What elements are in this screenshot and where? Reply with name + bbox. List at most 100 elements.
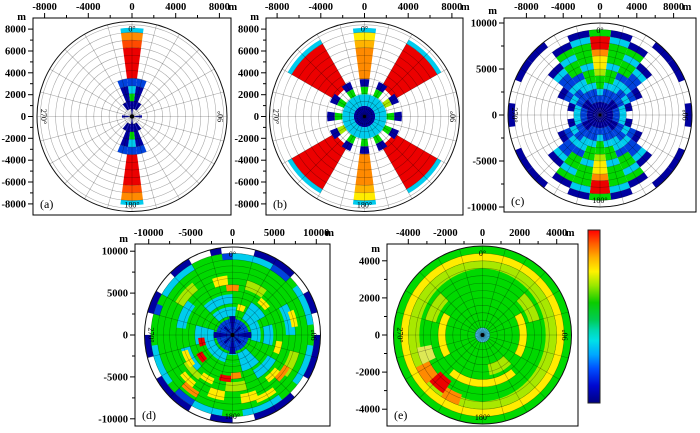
panel-a-axes: -8000 -4000 0 4000 8000m-8000-6000-4000-2000… xyxy=(2,2,238,210)
panel-b-letter: (b) xyxy=(273,197,287,211)
y-tick-label: -4000 xyxy=(356,405,381,416)
panel-e-rim xyxy=(393,245,572,425)
panel-c-axes: -8000 -4000 0 4000 8000m-10000-5000050001000… xyxy=(467,2,691,214)
angle-label-90: 90° xyxy=(310,329,319,340)
y-tick-label: 0 xyxy=(21,112,26,123)
y-tick-label: 0 xyxy=(492,111,497,122)
panel-e-letter: (e) xyxy=(394,408,407,422)
panel-b-axes: -8000 -4000 0 4000 8000m-8000-6000-4000-2000… xyxy=(235,2,470,210)
angle-label-90: 90° xyxy=(216,111,225,122)
panel-b-grid xyxy=(269,21,460,212)
y-tick-label: -6000 xyxy=(2,178,27,189)
angle-label-90: 90° xyxy=(449,111,458,122)
x-tick-label: -4000 xyxy=(76,2,101,13)
y-tick-label: 4000 xyxy=(238,68,259,79)
y-axis-unit: m xyxy=(371,244,380,255)
panel-a: -8000 -4000 0 4000 8000m-8000-6000-4000-2000… xyxy=(2,2,238,216)
x-tick-label: 5000 xyxy=(264,228,285,239)
angle-label-270: 270° xyxy=(272,109,281,124)
center-dot xyxy=(230,333,235,337)
y-tick-label: 4000 xyxy=(5,68,26,79)
x-tick-label: 0 xyxy=(597,2,602,13)
y-tick-label: 2000 xyxy=(5,90,26,101)
x-tick-label: 8000 xyxy=(441,2,462,13)
angle-label-90: 90° xyxy=(561,329,570,340)
x-tick-label: 0 xyxy=(230,228,235,239)
angle-label-180: 180° xyxy=(124,201,139,210)
angle-label-270: 270° xyxy=(396,327,405,342)
y-axis-unit: m xyxy=(488,6,497,17)
angle-label-0: 0° xyxy=(479,249,486,258)
panel-d-letter: (d) xyxy=(142,408,156,422)
x-tick-label: 0 xyxy=(362,2,367,13)
x-tick-label: -2000 xyxy=(433,228,458,239)
center-dot xyxy=(598,113,602,117)
y-tick-label: 6000 xyxy=(238,47,259,58)
x-tick-label: 4000 xyxy=(165,2,186,13)
y-tick-label: 5000 xyxy=(107,289,128,300)
panel-d-cells xyxy=(144,247,321,423)
y-tick-label: -4000 xyxy=(235,156,260,167)
angle-label-0: 0° xyxy=(128,25,135,34)
x-axis-unit: m xyxy=(683,2,692,13)
x-tick-label: -10000 xyxy=(134,228,164,239)
x-axis-unit: m xyxy=(461,2,470,13)
angle-label-270: 270° xyxy=(510,107,519,122)
center-dot xyxy=(480,333,485,337)
x-tick-label: 4000 xyxy=(626,2,647,13)
angle-label-0: 0° xyxy=(361,25,368,34)
center-dot xyxy=(362,114,367,119)
x-tick-label: -8000 xyxy=(32,2,57,13)
panel-b-rim xyxy=(269,21,460,212)
angle-label-180: 180° xyxy=(225,412,240,421)
y-tick-label: -2000 xyxy=(356,368,381,379)
angle-label-0: 0° xyxy=(229,250,236,259)
y-axis-unit: m xyxy=(119,234,128,245)
x-tick-label: -4000 xyxy=(309,2,334,13)
panel-c: -8000 -4000 0 4000 8000m-10000-5000050001000… xyxy=(467,2,697,214)
angle-label-270: 270° xyxy=(39,109,48,124)
y-tick-label: -8000 xyxy=(235,199,260,210)
y-tick-label: -5000 xyxy=(473,157,498,168)
panel-e-cells xyxy=(393,245,572,425)
x-axis-unit: m xyxy=(228,2,237,13)
panel-c-cells xyxy=(508,29,692,201)
y-tick-label: 8000 xyxy=(5,25,26,36)
panel-a-cells xyxy=(117,27,147,206)
angle-label-180: 180° xyxy=(357,201,372,210)
panel-d: -10000 -5000 0 5000 10000m-10000-50000500010… xyxy=(98,228,334,427)
panel-d-axes: -10000 -5000 0 5000 10000m-10000-50000500010… xyxy=(98,228,334,425)
x-tick-label: 10000 xyxy=(303,228,329,239)
panel-c-letter: (c) xyxy=(511,194,524,208)
x-tick-label: -5000 xyxy=(178,228,203,239)
angle-label-270: 270° xyxy=(147,327,156,342)
x-axis-unit: m xyxy=(325,228,334,239)
x-tick-label: 4000 xyxy=(546,228,567,239)
y-axis-unit: m xyxy=(250,12,259,23)
y-tick-label: 10000 xyxy=(102,247,128,258)
y-tick-label: 4000 xyxy=(359,256,380,267)
y-tick-label: 10000 xyxy=(471,19,497,30)
panel-c-rim xyxy=(507,22,693,208)
y-tick-label: 0 xyxy=(123,331,128,342)
y-tick-label: 8000 xyxy=(238,25,259,36)
x-tick-label: 8000 xyxy=(209,2,230,13)
panel-c-grid xyxy=(507,22,693,208)
panel-a-letter: (a) xyxy=(40,197,53,211)
colorbar-gradient xyxy=(587,229,601,404)
angle-label-0: 0° xyxy=(596,26,603,35)
y-tick-label: 6000 xyxy=(5,47,26,58)
panel-e: -4000 -2000 0 2000 4000m-4000-2000020004000m… xyxy=(356,228,579,427)
angle-label-180: 180° xyxy=(475,413,490,422)
x-tick-label: 8000 xyxy=(663,2,684,13)
y-tick-label: 0 xyxy=(375,331,380,342)
x-tick-label: 4000 xyxy=(398,2,419,13)
panel-a-rim xyxy=(36,21,228,212)
x-tick-label: -4000 xyxy=(396,228,421,239)
y-tick-label: -4000 xyxy=(2,156,27,167)
y-tick-label: 5000 xyxy=(476,65,497,76)
panel-a-grid xyxy=(37,21,227,212)
